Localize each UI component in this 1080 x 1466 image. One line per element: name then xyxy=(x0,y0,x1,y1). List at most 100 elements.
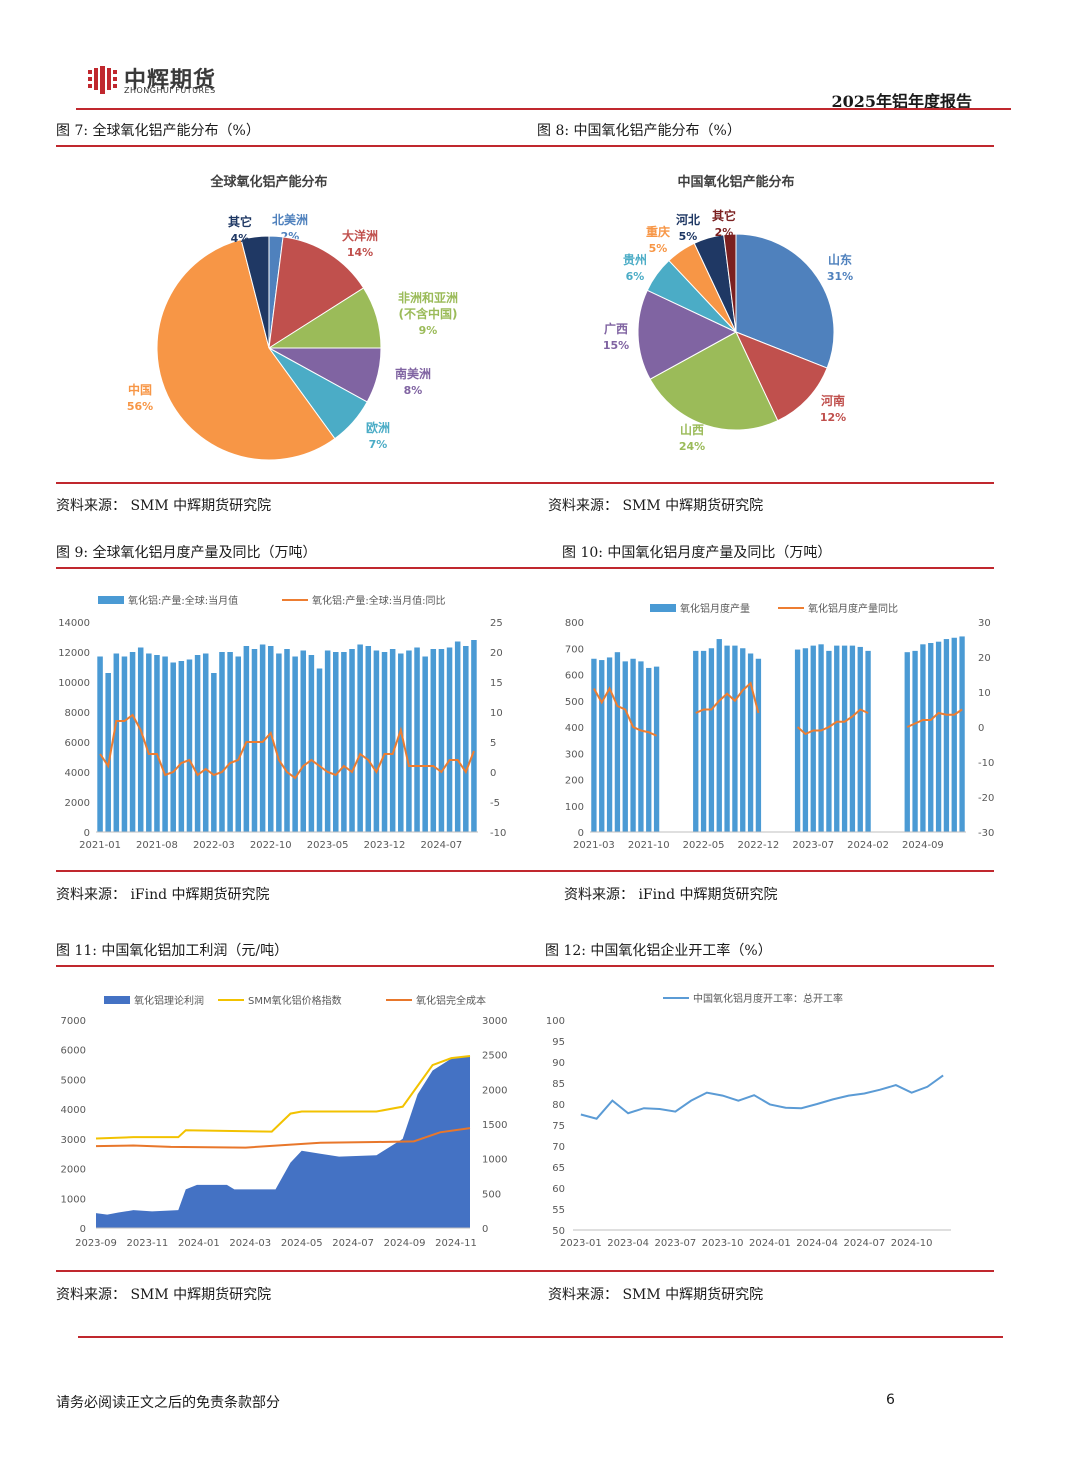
fig9-xtick-0: 2021-01 xyxy=(79,840,121,851)
fig8-chart: 中国氧化铝产能分布 山东 31% 河南 12% 山西 24% 广西 15% 贵州 6% 重庆 5% 河北 5… xyxy=(546,152,994,474)
fig9-ytick-left-5: 10000 xyxy=(58,678,90,689)
fig10-bar-45 xyxy=(943,639,950,832)
fig10-bar-46 xyxy=(951,637,957,832)
fig12-xtick-4: 2024-01 xyxy=(749,1238,791,1249)
fig10-bar-6 xyxy=(638,661,644,832)
fig10-xtick-3: 2022-12 xyxy=(738,840,780,851)
fig12-source: 资料来源： SMM 中辉期货研究院 xyxy=(548,1287,764,1303)
fig7-pct-4: 7% xyxy=(369,438,388,451)
fig12-ytick-6: 80 xyxy=(552,1100,565,1111)
fig8-title: 中国氧化铝产能分布 xyxy=(677,174,794,190)
fig8-label-0: 山东 xyxy=(828,252,852,267)
fig9-chart: 0 2000 4000 6000 8000 10000 12000 14000 -10 -5 0 5 1… xyxy=(56,586,516,856)
fig11-ytick-right-6: 3000 xyxy=(482,1016,507,1027)
fig9-ytick-right-3: 5 xyxy=(490,738,496,749)
fig7-label-2: 非洲和亚洲 xyxy=(398,290,458,305)
fig10-bar-26 xyxy=(794,649,801,832)
fig8-slice-1 xyxy=(735,331,828,422)
fig8-label-5: 重庆 xyxy=(646,224,670,239)
fig8-pct-7: 2% xyxy=(715,226,734,239)
fig10-bar-41 xyxy=(912,650,918,832)
fig9-bar-29 xyxy=(333,652,339,832)
fig10-bar-30 xyxy=(826,650,832,832)
fig12-xtick-0: 2023-01 xyxy=(560,1238,602,1249)
fig9-bar-15 xyxy=(219,652,225,832)
fig11-line-2 xyxy=(95,1127,471,1149)
fig8-source: 资料来源： SMM 中辉期货研究院 xyxy=(548,498,764,514)
fig10-line-seg-2 xyxy=(796,708,869,736)
fig9-ytick-left-1: 2000 xyxy=(65,798,90,809)
fig11-ytick-right-2: 1000 xyxy=(482,1155,507,1166)
fig10-ytick-left-5: 500 xyxy=(565,697,584,708)
fig9-legend-label-0: 氧化铝:产量:全球:当月值 xyxy=(128,594,238,607)
fig9-bar-45 xyxy=(463,646,469,832)
fig12-xtick-5: 2024-04 xyxy=(796,1238,838,1249)
fig11-legend-label-0: 氧化铝理论利润 xyxy=(134,994,204,1007)
fig10-bar-17 xyxy=(724,645,730,832)
fig9-bar-23 xyxy=(284,649,290,832)
fig9-ytick-right-0: -10 xyxy=(490,828,506,839)
fig10-bar-43 xyxy=(928,643,934,832)
fig10-xtick-4: 2023-07 xyxy=(792,840,834,851)
fig11-chart: 0 1000 2000 3000 4000 5000 6000 7000 0 500 1000 150… xyxy=(56,984,512,1256)
fig8-caption: 图 8: 中国氧化铝产能分布（%） xyxy=(537,123,741,139)
fig9-bar-38 xyxy=(406,650,412,832)
fig10-bar-14 xyxy=(700,650,707,832)
fig12-ytick-4: 70 xyxy=(552,1142,565,1153)
fig8-slice-3 xyxy=(637,289,738,380)
fig10-ytick-left-4: 400 xyxy=(565,723,584,734)
fig9-bar-svg: 0 2000 4000 6000 8000 10000 12000 14000 -10 -5 0 5 1… xyxy=(58,594,506,851)
fig8-slice-7 xyxy=(723,233,737,333)
fig10-ytick-left-1: 100 xyxy=(565,802,584,813)
fig10-ytick-right-6: 30 xyxy=(978,618,991,629)
fig9-ytick-right-2: 0 xyxy=(490,768,496,779)
fig9-ytick-left-0: 0 xyxy=(84,828,90,839)
fig10-ytick-left-0: 0 xyxy=(578,828,584,839)
fig12-ytick-1: 55 xyxy=(552,1205,565,1216)
logo-chinese-name: 中辉期货 xyxy=(124,68,217,93)
fig10-bar-5 xyxy=(630,658,636,832)
fig11-xtick-2: 2024-01 xyxy=(178,1238,220,1249)
fig10-ytick-right-4: 10 xyxy=(978,688,991,699)
fig11-xtick-4: 2024-05 xyxy=(281,1238,323,1249)
fig8-label-1: 河南 xyxy=(820,393,845,408)
fig10-ytick-left-6: 600 xyxy=(565,671,584,682)
fig7-label-1: 大洋洲 xyxy=(342,228,378,243)
fig11-line-1 xyxy=(95,1055,471,1140)
fig9-bar-16 xyxy=(227,652,233,832)
fig10-bar-28 xyxy=(810,645,816,832)
fig9-bar-32 xyxy=(357,644,363,832)
fig9-bar-17 xyxy=(235,656,241,832)
fig10-bar-34 xyxy=(857,646,863,832)
fig11-ytick-left-0: 0 xyxy=(80,1224,86,1235)
fig9-ytick-right-6: 20 xyxy=(490,648,503,659)
fig10-ytick-right-3: 0 xyxy=(978,723,984,734)
fig9-bar-42 xyxy=(438,649,445,832)
fig9-bar-8 xyxy=(162,656,168,832)
fig8-label-7: 其它 xyxy=(712,208,736,223)
fig9-bar-40 xyxy=(422,656,428,832)
fig10-ytick-right-2: -10 xyxy=(978,758,994,769)
fig7-pct-6: 4% xyxy=(231,232,250,245)
fig11-ytick-right-0: 0 xyxy=(482,1224,488,1235)
fig8-slice-2 xyxy=(649,331,779,431)
fig11-caption: 图 11: 中国氧化铝加工利润（元/吨） xyxy=(56,943,289,959)
fig12-ytick-3: 65 xyxy=(552,1163,565,1174)
fig9-ytick-right-4: 10 xyxy=(490,708,503,719)
fig10-bar-32 xyxy=(841,645,848,832)
fig10-bar-4 xyxy=(622,661,628,832)
fig11-ytick-left-7: 7000 xyxy=(61,1016,86,1027)
fig12-ytick-10: 100 xyxy=(546,1016,565,1027)
fig10-bar-42 xyxy=(920,644,926,832)
fig9-bar-46 xyxy=(471,640,477,832)
fig10-xtick-6: 2024-09 xyxy=(902,840,944,851)
fig10-chart: 0 100 200 300 400 500 600 700 800 -30 -20 -10 0 10 20 3… xyxy=(554,592,994,858)
fig9-xtick-2: 2022-03 xyxy=(193,840,235,851)
fig9-bar-44 xyxy=(454,641,461,832)
fig11-ytick-left-6: 6000 xyxy=(61,1046,86,1057)
fig11-ytick-left-1: 1000 xyxy=(61,1194,86,1205)
fig9-xtick-6: 2024-07 xyxy=(421,840,463,851)
fig9-bar-22 xyxy=(276,653,282,832)
fig10-line-seg-0 xyxy=(593,686,657,737)
